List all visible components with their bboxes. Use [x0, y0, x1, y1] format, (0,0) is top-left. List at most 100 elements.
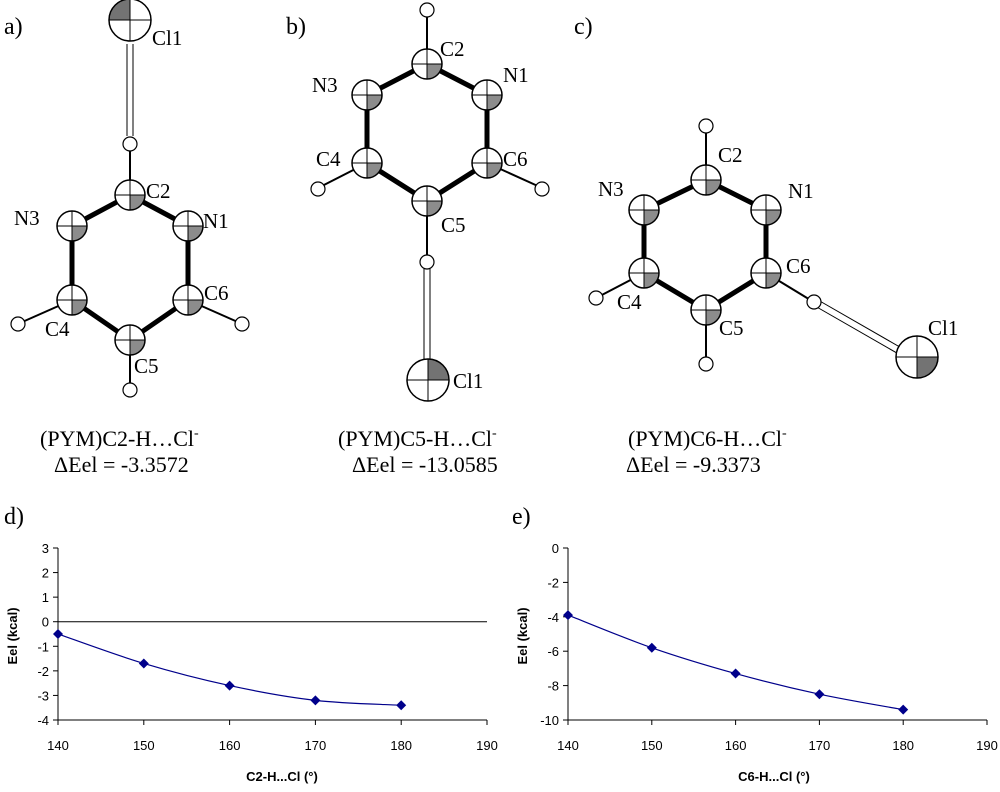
- carbon-atom: [628, 257, 660, 289]
- ring-bonds: [69, 192, 191, 343]
- hydrogen-atom: [588, 290, 604, 306]
- chart-e-ticks: 0 -2 -4 -6 -8 -10 140 150 160 170 180 190: [540, 541, 998, 753]
- atom-label-n3: N3: [598, 177, 624, 201]
- x-tick-label: 180: [892, 738, 914, 753]
- molecule-b: b): [286, 2, 550, 477]
- atom-label-c4: C4: [617, 290, 642, 314]
- y-tick-label: -2: [547, 575, 559, 590]
- caption-c: (PYM)C6-H…Cl-: [628, 426, 787, 451]
- atom-label-c4: C4: [45, 317, 70, 341]
- chart-e-ylabel: Eel (kcal): [515, 607, 530, 664]
- carbon-atom: [56, 284, 88, 316]
- atom-label-c2: C2: [440, 37, 465, 61]
- y-tick-label: 1: [42, 590, 49, 605]
- x-tick-label: 150: [641, 738, 663, 753]
- data-point: [53, 629, 63, 639]
- chart-d-series: [53, 629, 407, 711]
- atom-label-n3: N3: [312, 73, 338, 97]
- y-tick-label: -6: [547, 644, 559, 659]
- data-point: [224, 680, 235, 691]
- hydrogen-atom: [122, 136, 138, 152]
- ring-bonds: [364, 61, 490, 204]
- caption-a: (PYM)C2-H…Cl-: [40, 426, 199, 451]
- nitrogen-atom: [628, 194, 660, 226]
- x-tick-label: 140: [47, 738, 69, 753]
- chart-d-xlabel: C2-H...Cl (°): [246, 769, 318, 784]
- atom-label-c5: C5: [719, 316, 744, 340]
- hydrogen-atom: [10, 316, 26, 332]
- y-tick-label: -2: [37, 664, 49, 679]
- chart-d: 3 2 1 0 -1 -2 -3 -4 140 150 160 170 180 190 C2-H...Cl…: [5, 541, 498, 784]
- chart-e-axes: [567, 548, 987, 721]
- nitrogen-atom: [351, 79, 383, 111]
- energy-b: ΔEel = -13.0585: [352, 452, 498, 477]
- caption-b: (PYM)C5-H…Cl-: [338, 426, 497, 451]
- hydrogen-atom: [122, 382, 138, 398]
- chart-e-xlabel: C6-H...Cl (°): [738, 769, 810, 784]
- chart-e-series: [563, 610, 909, 715]
- y-tick-label: -8: [547, 679, 559, 694]
- atom-label-c5: C5: [134, 354, 159, 378]
- carbon-atom: [690, 164, 722, 196]
- x-tick-label: 160: [219, 738, 241, 753]
- data-point: [563, 610, 573, 621]
- atom-label-c2: C2: [146, 179, 171, 203]
- nitrogen-atom: [172, 210, 204, 242]
- atom-label-c6: C6: [204, 281, 229, 305]
- chart-d-ylabel: Eel (kcal): [5, 607, 20, 664]
- atom-label-n1: N1: [203, 209, 229, 233]
- atom-label-c6: C6: [503, 147, 528, 171]
- chlorine-atom: [108, 0, 152, 42]
- carbon-atom: [114, 179, 146, 211]
- data-point: [396, 700, 407, 711]
- nitrogen-atom: [471, 79, 503, 111]
- hydrogen-atom: [698, 118, 714, 134]
- panel-d-letter: d): [4, 504, 24, 530]
- chart-d-ticks: 3 2 1 0 -1 -2 -3 -4 140 150 160 170 180 190: [37, 541, 497, 753]
- nitrogen-atom: [56, 210, 88, 242]
- y-tick-label: 0: [42, 615, 49, 630]
- atom-label-cl1: Cl1: [152, 26, 182, 50]
- data-point: [138, 658, 149, 669]
- atom-label-n1: N1: [503, 63, 529, 87]
- nitrogen-atom: [750, 194, 782, 226]
- carbon-atom: [351, 147, 383, 179]
- atom-label-c6: C6: [786, 254, 811, 278]
- data-point: [730, 668, 741, 679]
- ring-bonds: [641, 177, 769, 313]
- data-point: [814, 689, 825, 700]
- panel-b-letter: b): [286, 14, 306, 40]
- atom-label-cl1: Cl1: [453, 369, 483, 393]
- data-point: [646, 642, 657, 653]
- x-tick-label: 170: [305, 738, 327, 753]
- carbon-atom: [690, 294, 722, 326]
- series-line: [57, 633, 402, 706]
- atom-label-cl1: Cl1: [928, 316, 958, 340]
- y-tick-label: -1: [37, 639, 49, 654]
- atom-label-n1: N1: [788, 179, 814, 203]
- y-tick-label: -4: [37, 713, 49, 728]
- carbon-atom: [172, 284, 204, 316]
- hbond-line: [814, 305, 910, 361]
- hydrogen-atom: [419, 2, 435, 18]
- carbon-atom: [411, 48, 443, 80]
- carbon-atom: [750, 257, 782, 289]
- hbond-line: [817, 299, 913, 355]
- atom-label-n3: N3: [14, 206, 40, 230]
- atom-label-c2: C2: [718, 143, 743, 167]
- molecule-c: c): [574, 14, 958, 477]
- panel-c-letter: c): [574, 14, 593, 40]
- y-tick-label: -10: [540, 713, 559, 728]
- panel-a-letter: a): [4, 14, 23, 40]
- hydrogen-atom: [698, 356, 714, 372]
- energy-a: ΔEel = -3.3572: [54, 452, 189, 477]
- atom-label-c4: C4: [316, 147, 341, 171]
- x-tick-label: 190: [976, 738, 998, 753]
- y-tick-label: 3: [42, 541, 49, 556]
- series-line: [567, 614, 904, 711]
- x-tick-label: 140: [557, 738, 579, 753]
- data-point: [898, 704, 909, 715]
- y-tick-label: 2: [42, 566, 49, 581]
- x-tick-label: 180: [390, 738, 412, 753]
- hydrogen-atom: [310, 181, 326, 197]
